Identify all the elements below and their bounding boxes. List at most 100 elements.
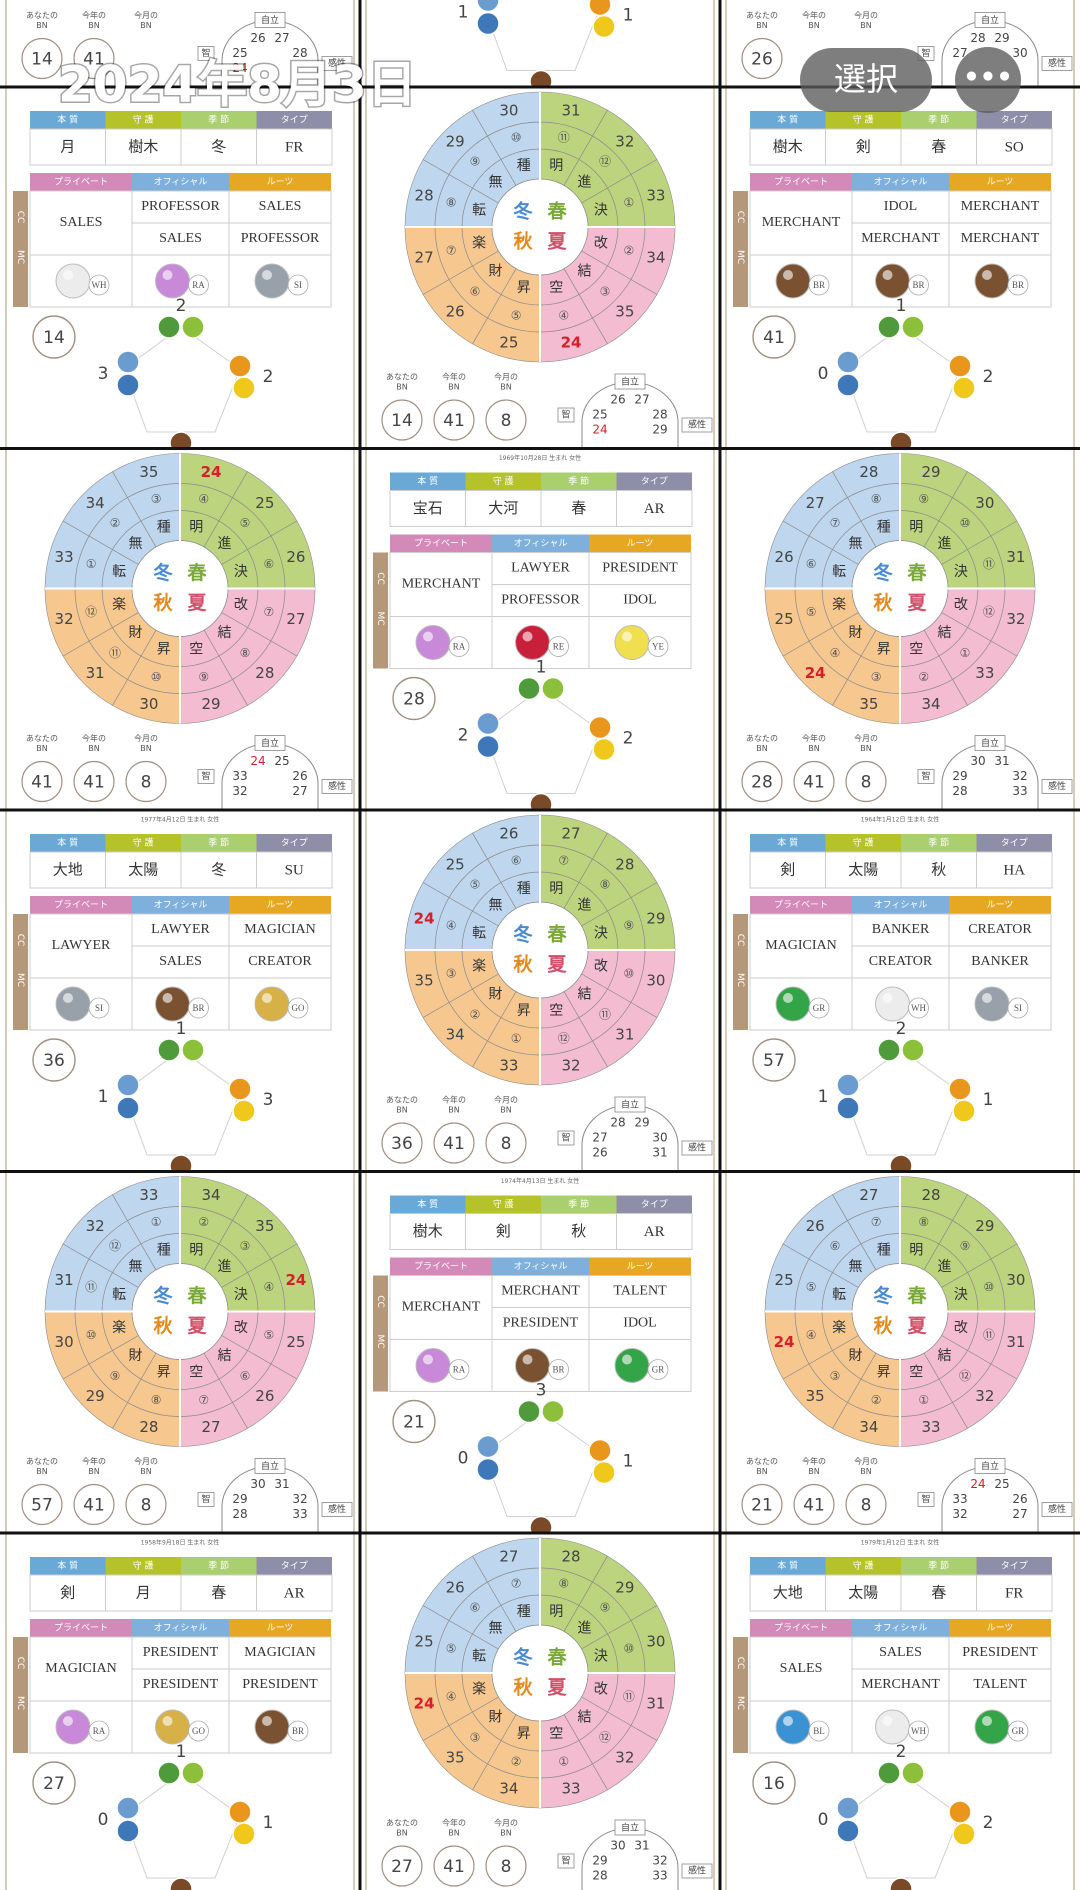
gem-shine — [982, 1716, 992, 1726]
number: 57 — [763, 1051, 785, 1071]
cluster-number: 32 — [952, 1507, 967, 1521]
pentagon-top: 1 — [536, 658, 547, 678]
pentagon-left: 0 — [818, 364, 829, 384]
tile-wheel: 34 ② 明 35 ③進 24 ④ 決 25 ⑤ 改 26 ⑥結 27 ⑦ 空 28 ⑧ 昇 29 ⑨財 30 ⑩ 楽 31 ⑪ 転… — [0, 1171, 360, 1537]
role-header — [30, 896, 132, 914]
outer-number: 25 — [286, 1333, 305, 1351]
wheel-word: 無 — [488, 174, 502, 190]
gem-code-ring — [287, 274, 309, 296]
number-ring — [32, 315, 76, 359]
season: 冬 — [512, 200, 533, 223]
outer-number: 32 — [975, 1387, 994, 1405]
profile-header-label: 本 質 — [777, 114, 798, 126]
roots-cell — [588, 1275, 692, 1308]
private-cell — [749, 190, 853, 256]
pentagon-top: 2 — [896, 1019, 907, 1039]
wisdom-box — [557, 1130, 575, 1146]
inner-number: ⑪ — [599, 1008, 611, 1022]
sensitivity-box — [321, 1502, 353, 1517]
outer-number: 28 — [562, 1548, 581, 1566]
outer-number: 34 — [646, 249, 665, 267]
inner-number: ⑥ — [830, 1239, 841, 1253]
profile-header-label: タイプ — [1001, 838, 1028, 849]
inner-number: ⑤ — [806, 605, 817, 619]
gem-shine — [162, 270, 173, 280]
private-value: LAWYER — [52, 938, 111, 953]
element-node — [116, 1096, 140, 1120]
cc-mc-strip — [373, 552, 388, 669]
row-separator — [0, 1531, 1080, 1535]
bn-label: BN — [448, 1829, 459, 1838]
inner-number: ④ — [830, 646, 841, 660]
wheel-word: 転 — [832, 564, 846, 580]
profile-header-label: 季 節 — [208, 1560, 229, 1572]
wheel-word: 転 — [112, 564, 126, 580]
roots-value: PROFESSOR — [241, 231, 320, 246]
inner-number: ⑨ — [960, 1239, 971, 1253]
wheel-word: 昇 — [517, 280, 531, 296]
profile-header — [30, 111, 106, 129]
profile-value: 剣 — [780, 861, 795, 878]
profile-value: HA — [1003, 862, 1025, 878]
inner-number: ⑨ — [600, 1600, 611, 1614]
inner-number: ⑪ — [558, 131, 570, 145]
gem-code-ring — [647, 636, 669, 657]
gem — [55, 263, 91, 299]
wheel-word: 空 — [549, 280, 563, 296]
bn-value: 41 — [443, 1134, 465, 1154]
profile-value: FR — [285, 139, 303, 155]
outer-number: 30 — [139, 695, 158, 713]
gem-code-ring — [448, 1359, 470, 1380]
role-header-label: オフィシャル — [154, 177, 208, 188]
bn-value: 57 — [31, 1496, 53, 1516]
cluster-number: 24 — [250, 754, 265, 768]
more-label[interactable]: ••• — [963, 63, 1013, 93]
select-label[interactable]: 選択 — [834, 60, 898, 98]
gem-code: RA — [453, 642, 466, 652]
element-node — [877, 315, 901, 339]
role-header — [390, 1257, 492, 1276]
gem-code: WH — [92, 280, 107, 290]
season: 冬 — [512, 1646, 533, 1669]
element-node — [592, 14, 616, 39]
roots-cell — [948, 945, 1052, 979]
bn-value: 8 — [501, 1134, 512, 1154]
roots-cell — [228, 1636, 332, 1670]
role-header-label: オフィシャル — [874, 900, 928, 911]
inner-number: ⑤ — [511, 308, 522, 322]
profile-cell — [976, 1574, 1053, 1612]
outer-number: 26 — [446, 302, 465, 320]
bn-circle — [73, 760, 115, 803]
wheel-word: 種 — [157, 1243, 171, 1259]
sensitivity-box — [321, 779, 353, 794]
gem-code: GO — [292, 1003, 305, 1013]
profile-header — [465, 472, 541, 491]
profile-header — [750, 1557, 826, 1575]
inner-number: ⑪ — [85, 1280, 97, 1294]
role-header-label: ルーツ — [987, 178, 1014, 188]
outer-number: 31 — [1006, 1333, 1025, 1351]
outer-number: 32 — [562, 1056, 581, 1074]
gem — [55, 1709, 91, 1745]
roots-value: IDOL — [623, 1316, 656, 1331]
official-cell — [851, 190, 950, 224]
gem — [155, 1709, 190, 1745]
inner-number: ④ — [446, 1689, 457, 1703]
select-button[interactable] — [800, 48, 932, 112]
profile-cell — [749, 128, 826, 166]
independence-label: 自立 — [621, 1822, 639, 1834]
role-header-label: オフィシャル — [154, 1623, 208, 1634]
profile-cell — [976, 851, 1053, 889]
more-button[interactable] — [955, 47, 1021, 113]
independence-box — [614, 1096, 646, 1113]
profile-header-label: 守 護 — [853, 837, 874, 849]
profile-value: 春 — [931, 1584, 946, 1601]
inner-number: ① — [918, 1393, 929, 1407]
season: 秋 — [513, 953, 533, 976]
role-header-label: プライベート — [774, 177, 828, 188]
outer-number: 24 — [414, 1695, 435, 1713]
bn-circle — [73, 1483, 115, 1526]
wheel-word: 空 — [909, 641, 923, 657]
bn-label: BN — [88, 1467, 99, 1476]
